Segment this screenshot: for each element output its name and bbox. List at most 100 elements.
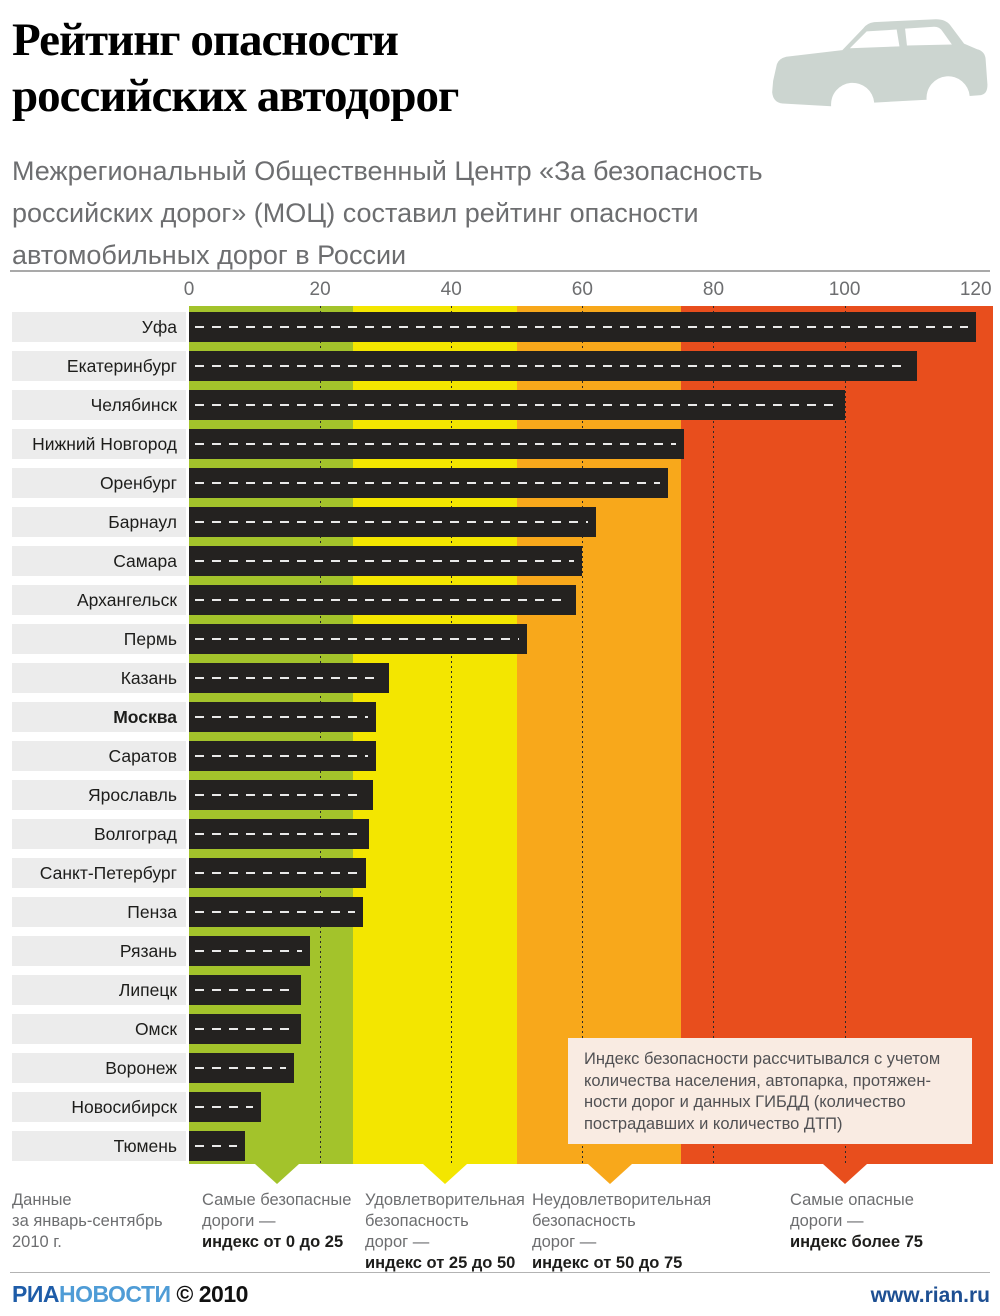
city-label: Оренбург <box>12 468 186 498</box>
road-dash-line <box>195 599 568 601</box>
danger-bar <box>189 702 376 732</box>
zone-arrow-icon <box>423 1164 467 1184</box>
road-dash-line <box>195 1145 237 1147</box>
legend-item-text: дорог — <box>365 1233 430 1251</box>
gridline-100 <box>844 306 846 1164</box>
danger-bar <box>189 975 301 1005</box>
axis-tick-label: 60 <box>571 279 593 300</box>
road-dash-line <box>195 1028 293 1030</box>
axis-tick-label: 80 <box>702 279 725 300</box>
header-divider <box>10 270 990 272</box>
legend-item-text: безопасность <box>532 1212 636 1230</box>
city-label: Самара <box>12 546 186 576</box>
gridline-20 <box>320 306 322 1164</box>
legend-item-range: индекс от 50 до 75 <box>532 1254 683 1272</box>
gridline-40 <box>451 306 453 1164</box>
road-dash-line <box>195 326 968 328</box>
brand-novosti: НОВОСТИ <box>58 1281 171 1307</box>
danger-bar <box>189 936 311 966</box>
danger-bar <box>189 312 976 342</box>
city-label: Пермь <box>12 624 186 654</box>
road-dash-line <box>195 872 358 874</box>
city-label: Рязань <box>12 936 186 966</box>
danger-bar <box>189 1092 262 1122</box>
city-label: Ярославль <box>12 780 186 810</box>
city-label: Челябинск <box>12 390 186 420</box>
website-url: www.rian.ru <box>870 1284 990 1307</box>
city-label: Нижний Новгород <box>12 429 186 459</box>
road-dash-line <box>195 755 368 757</box>
city-label: Волгоград <box>12 819 186 849</box>
city-label: Новосибирск <box>12 1092 186 1122</box>
road-dash-line <box>195 911 355 913</box>
danger-bar <box>189 546 583 576</box>
danger-bar <box>189 663 389 693</box>
legend-item: Самые безопасные дороги — индекс от 0 до 2… <box>202 1190 351 1253</box>
city-label: Казань <box>12 663 186 693</box>
city-label: Воронеж <box>12 1053 186 1083</box>
road-dash-line <box>195 833 362 835</box>
copyright-text: © 2010 <box>170 1281 248 1307</box>
city-label: Барнаул <box>12 507 186 537</box>
danger-bar <box>189 1131 245 1161</box>
page-subtitle: Межрегиональный Общественный Центр «За б… <box>12 156 763 270</box>
danger-bar <box>189 468 668 498</box>
legend-item: Самые опасные дороги — индекс более 75 <box>790 1190 923 1253</box>
city-label: Пенза <box>12 897 186 927</box>
city-label: Тюмень <box>12 1131 186 1161</box>
zone-arrow-icon <box>255 1164 299 1184</box>
city-label: Москва <box>12 702 186 732</box>
legend-item-text: Самые опасные <box>790 1191 914 1209</box>
axis-tick-label: 0 <box>183 279 195 300</box>
zone-arrow-icon <box>823 1164 867 1184</box>
road-dash-line <box>195 638 519 640</box>
road-dash-line <box>195 716 368 718</box>
road-dash-line <box>195 794 365 796</box>
axis-tick-label: 40 <box>440 279 462 300</box>
danger-bar <box>189 1014 301 1044</box>
car-silhouette-icon <box>772 19 988 107</box>
danger-bar <box>189 585 576 615</box>
legend-item-range: индекс от 0 до 25 <box>202 1233 344 1251</box>
road-dash-line <box>195 989 293 991</box>
road-dash-line <box>195 482 660 484</box>
city-label: Санкт-Петербург <box>12 858 186 888</box>
zone-arrow-icon <box>588 1164 632 1184</box>
annotation-box: Индекс безопасности рассчитывался с учет… <box>568 1038 972 1144</box>
gridline-60 <box>582 306 584 1164</box>
legend-item-range: индекс более 75 <box>790 1233 923 1251</box>
axis-tick-label: 100 <box>828 279 861 300</box>
legend-item-text: Неудовлетворительная <box>532 1191 712 1209</box>
road-dash-line <box>195 404 837 406</box>
danger-bar <box>189 429 684 459</box>
danger-bar <box>189 780 373 810</box>
legend-item-text: безопасность <box>365 1212 469 1230</box>
danger-bar <box>189 858 366 888</box>
danger-zone-3 <box>680 306 993 1164</box>
danger-bar <box>189 819 370 849</box>
legend-item-text: дорог — <box>532 1233 597 1251</box>
road-dash-line <box>195 443 676 445</box>
legend-item: Удовлетворительная безопасность дорог — инд… <box>365 1190 525 1274</box>
footer-divider <box>10 1272 990 1273</box>
danger-bar <box>189 1053 294 1083</box>
danger-bar <box>189 390 845 420</box>
city-label: Липецк <box>12 975 186 1005</box>
road-dash-line <box>195 521 588 523</box>
legend-item-text: Самые безопасные <box>202 1191 352 1209</box>
city-label: Омск <box>12 1014 186 1044</box>
road-dash-line <box>195 1067 286 1069</box>
danger-bar <box>189 897 363 927</box>
legend-item-text: дороги — <box>790 1212 864 1230</box>
road-dash-line <box>195 950 303 952</box>
city-label: Екатеринбург <box>12 351 186 381</box>
legend-item-text: дороги — <box>202 1212 276 1230</box>
axis-tick-label: 20 <box>309 279 331 300</box>
data-period-note: Данные за январь-сентябрь 2010 г. <box>12 1191 163 1251</box>
road-dash-line <box>195 1106 254 1108</box>
brand-ria: РИА <box>12 1281 59 1307</box>
city-label: Саратов <box>12 741 186 771</box>
brand-logo: РИАНОВОСТИ © 2010 <box>12 1281 248 1308</box>
legend-item-range: индекс от 25 до 50 <box>365 1254 516 1272</box>
danger-bar <box>189 624 527 654</box>
